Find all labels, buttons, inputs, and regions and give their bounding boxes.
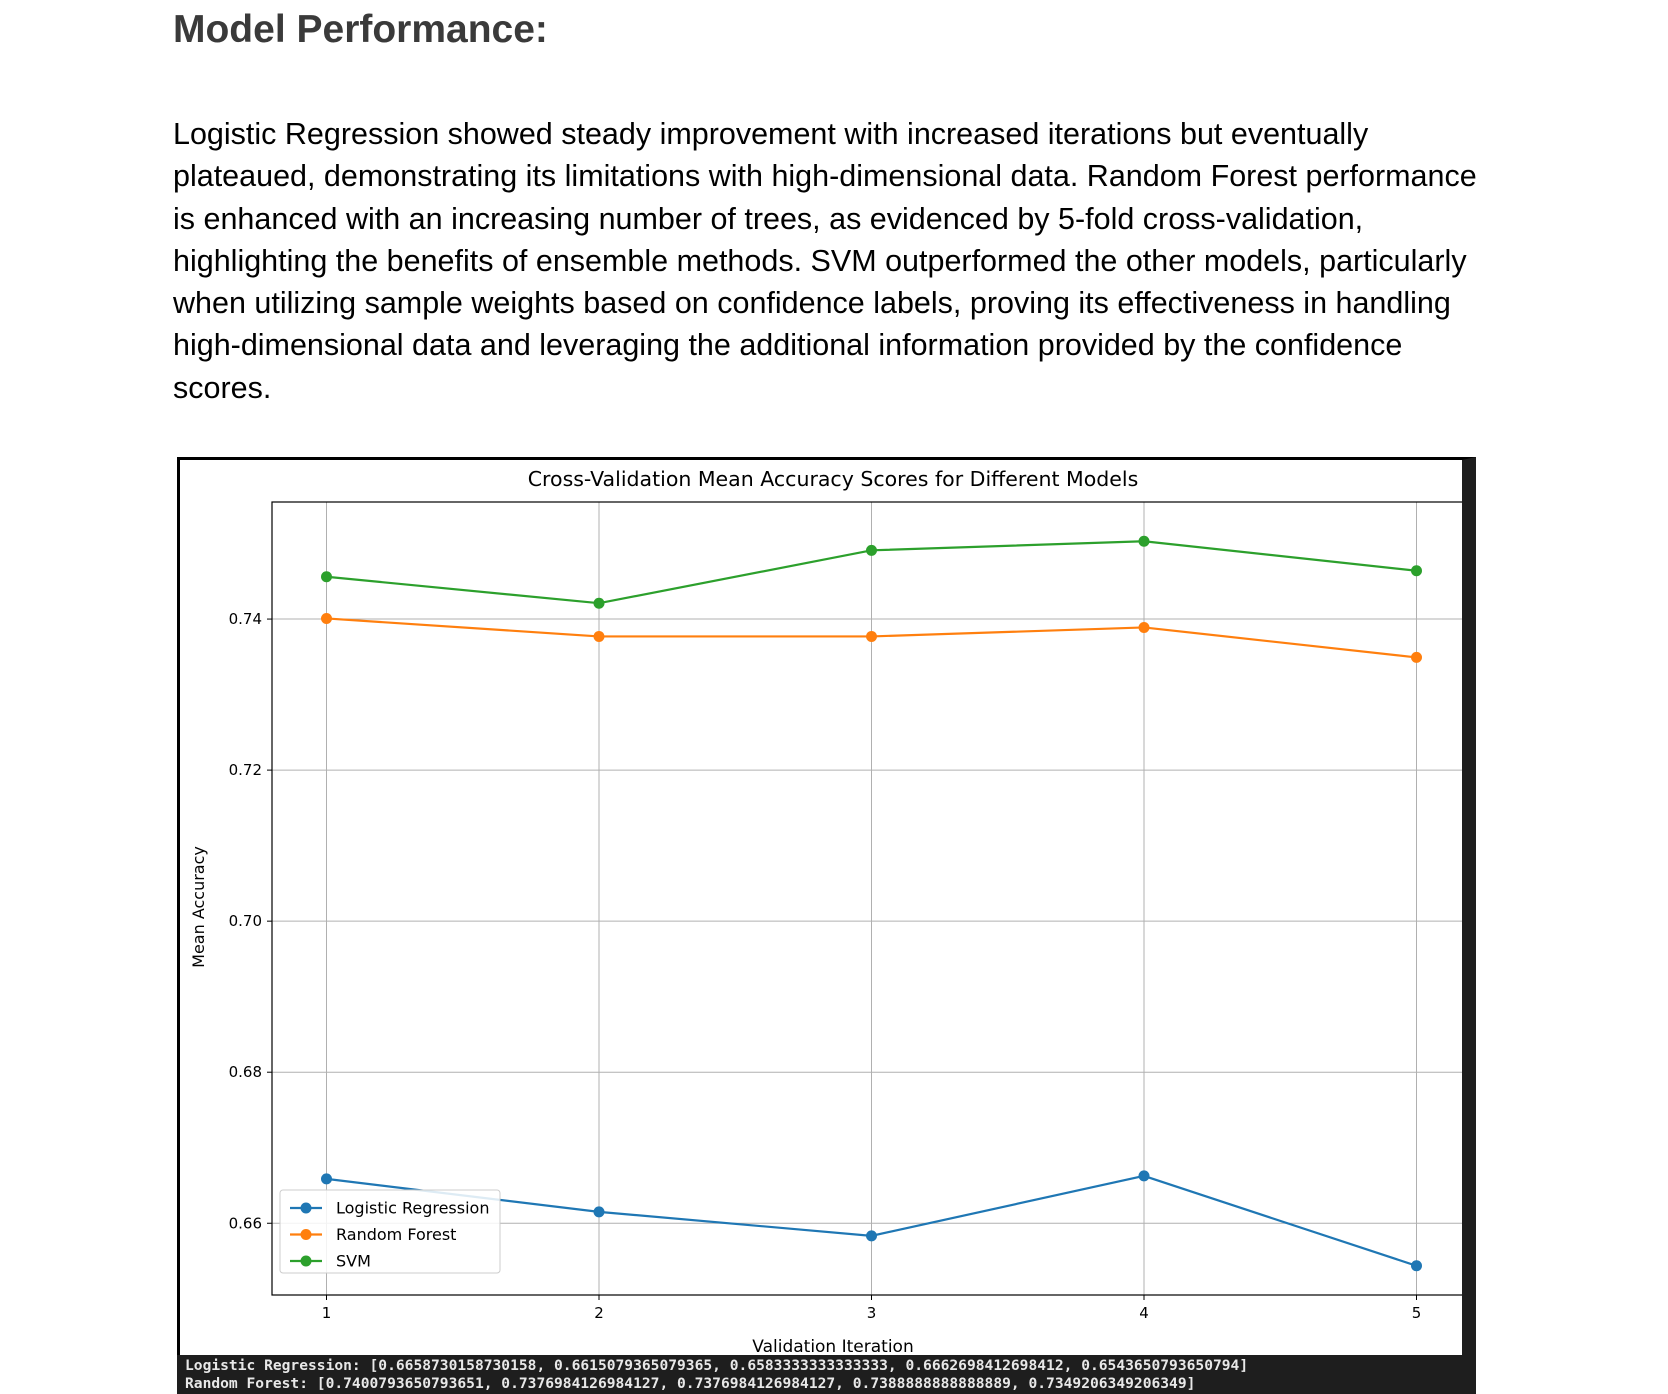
y-tick-label: 0.66 (229, 1214, 262, 1232)
x-tick-label: 4 (1139, 1304, 1149, 1322)
x-tick-label: 3 (867, 1304, 877, 1322)
legend-marker (300, 1229, 312, 1240)
x-tick-label: 2 (594, 1304, 604, 1322)
data-point-svm (593, 597, 605, 609)
chart-title: Cross-Validation Mean Accuracy Scores fo… (528, 467, 1139, 491)
legend-label: SVM (336, 1252, 371, 1271)
data-point-random-forest (321, 612, 332, 624)
x-axis-label: Validation Iteration (752, 1337, 913, 1357)
chart-legend: Logistic Regression Random Forest SVM (279, 1189, 501, 1274)
data-point-logistic-regression (321, 1173, 332, 1185)
data-point-logistic-regression (1138, 1170, 1150, 1182)
legend-box (279, 1189, 501, 1274)
data-point-random-forest (1138, 621, 1150, 633)
performance-paragraph: Logistic Regression showed steady improv… (173, 117, 1477, 405)
data-point-logistic-regression (593, 1206, 605, 1218)
y-axis-label: Mean Accuracy (189, 846, 208, 968)
data-point-random-forest (866, 630, 877, 642)
console-output: Logistic Regression: [0.6658730158730158… (177, 1355, 1476, 1394)
data-point-random-forest (593, 630, 605, 642)
x-tick-label: 1 (322, 1304, 332, 1322)
console-line-random-forest: Random Forest: [0.7400793650793651, 0.73… (185, 1374, 1196, 1392)
data-point-svm (321, 571, 332, 583)
legend-label: Logistic Regression (336, 1199, 489, 1218)
data-point-svm (1138, 535, 1150, 547)
accuracy-line-chart: Cross-Validation Mean Accuracy Scores fo… (189, 467, 1462, 1357)
x-tick-label: 5 (1412, 1304, 1422, 1322)
y-tick-label: 0.68 (229, 1063, 262, 1081)
y-tick-label: 0.70 (229, 912, 262, 930)
y-tick-label: 0.74 (229, 610, 262, 628)
grid-lines (272, 502, 1462, 1295)
legend-marker (300, 1202, 312, 1214)
data-point-logistic-regression (866, 1230, 877, 1242)
data-point-svm (1411, 565, 1422, 577)
series-layer (321, 535, 1422, 1272)
plot-area-border (271, 501, 1462, 1296)
data-point-svm (866, 544, 877, 556)
data-point-logistic-regression (1411, 1260, 1422, 1272)
data-point-random-forest (1411, 651, 1422, 663)
legend-label: Random Forest (336, 1225, 456, 1244)
console-line-logistic: Logistic Regression: [0.6658730158730158… (185, 1357, 1249, 1374)
y-tick-label: 0.72 (229, 761, 262, 779)
chart-figure: Cross-Validation Mean Accuracy Scores fo… (177, 457, 1476, 1394)
section-title: Model Performance: (173, 8, 548, 51)
legend-marker (300, 1255, 312, 1267)
tick-labels: 1 2 3 4 5 0.66 0.68 0.70 0.72 0.74 (229, 610, 1422, 1322)
